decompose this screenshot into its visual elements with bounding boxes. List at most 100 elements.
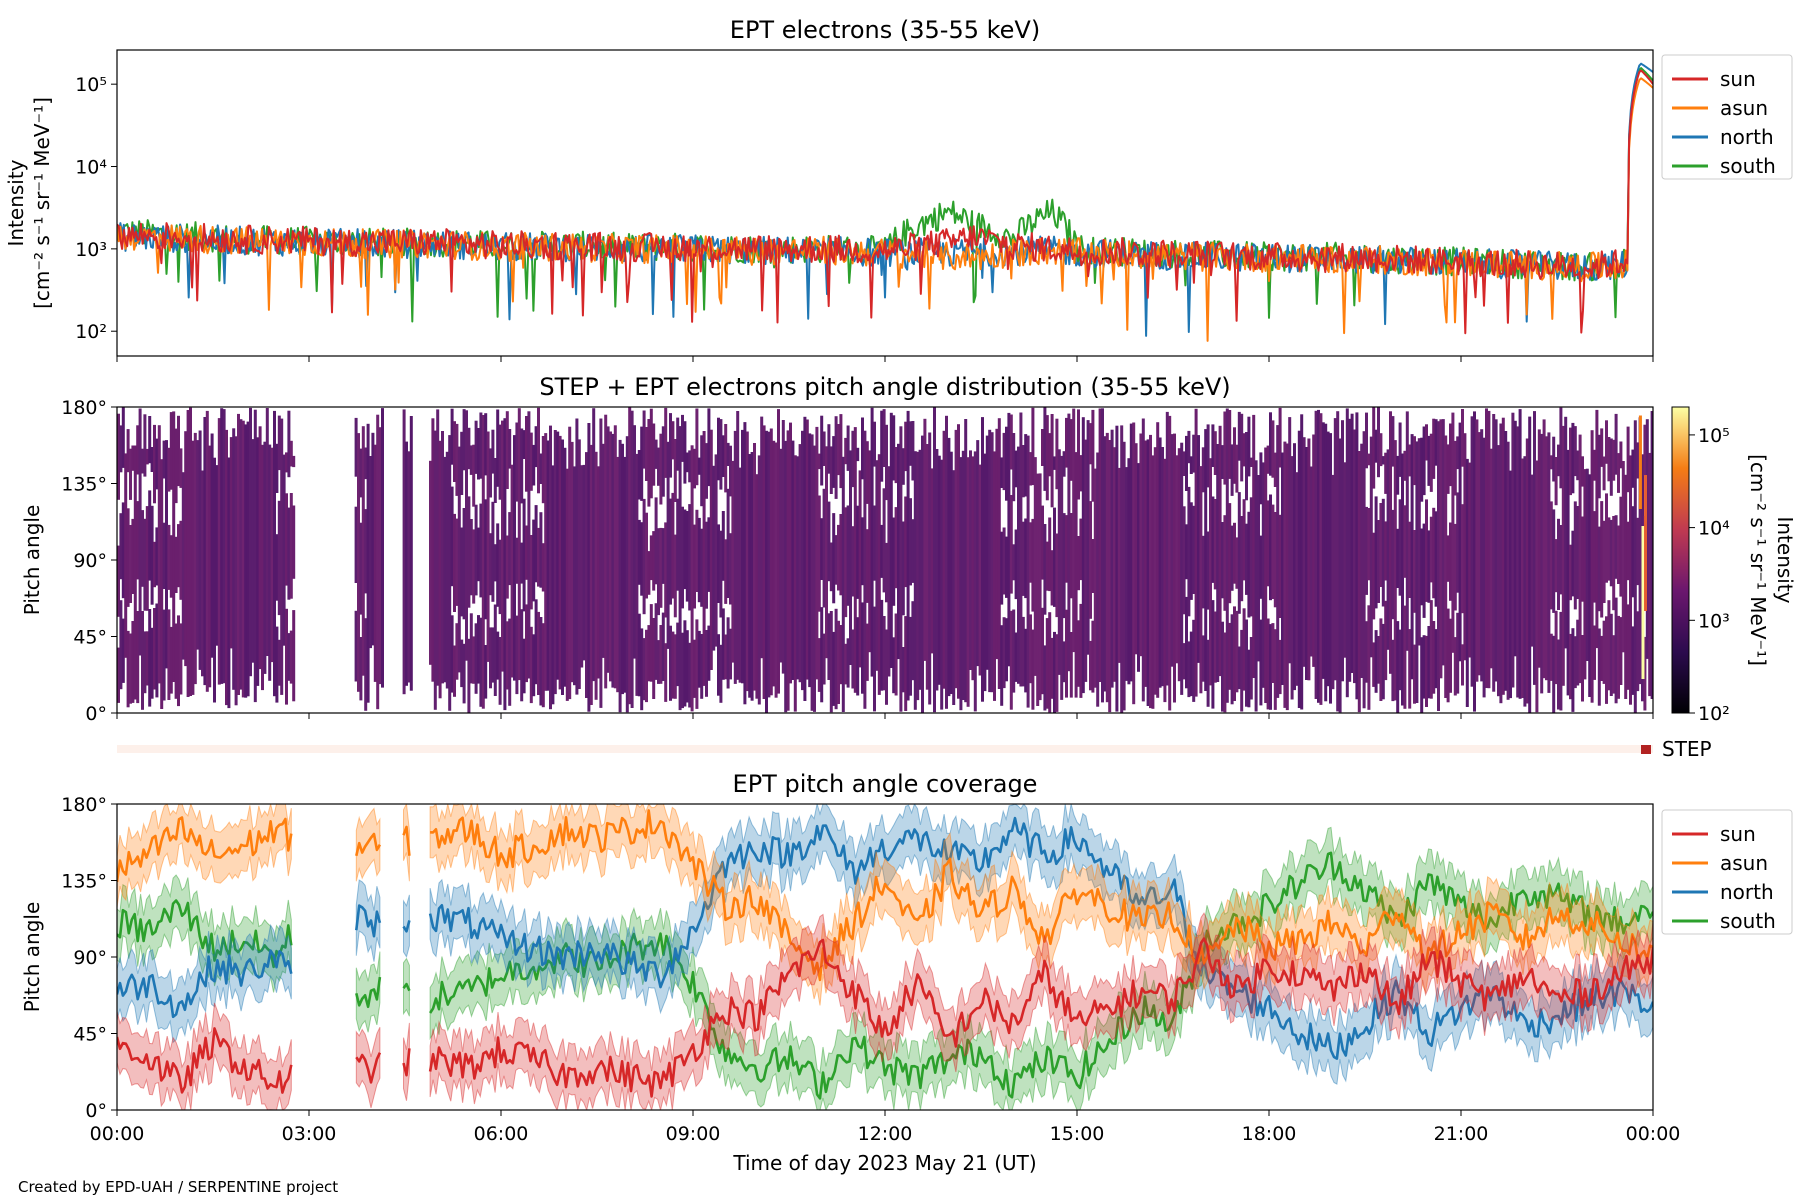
heatmap-cell xyxy=(1559,525,1563,595)
heatmap-cell xyxy=(1355,412,1359,700)
heatmap-cell xyxy=(167,447,171,492)
heatmap-cell xyxy=(117,647,120,703)
heatmap-cell xyxy=(1379,618,1383,701)
heatmap-cell xyxy=(553,430,557,695)
heatmap-cell xyxy=(681,632,684,709)
heatmap-cell xyxy=(217,418,221,685)
heatmap-cell xyxy=(1305,447,1308,680)
heatmap-cell xyxy=(359,637,363,701)
heatmap-cell xyxy=(1408,521,1412,598)
heatmap-cell xyxy=(1422,635,1426,699)
heatmap-cell xyxy=(1619,496,1623,597)
heatmap-cell xyxy=(1398,422,1402,477)
heatmap-cell xyxy=(1211,600,1215,709)
heatmap-cell xyxy=(462,508,466,620)
heatmap-cell xyxy=(911,519,915,583)
series-line-asun xyxy=(117,77,1653,342)
heatmap-cell xyxy=(210,433,214,658)
heatmap-cell xyxy=(1089,640,1092,691)
heatmap-cell xyxy=(645,629,648,703)
heatmap-cell xyxy=(827,424,831,474)
heatmap-cell xyxy=(971,456,975,681)
heatmap-cell xyxy=(832,436,836,488)
series-band-sun xyxy=(403,1022,410,1101)
heatmap-cell xyxy=(1590,430,1594,703)
heatmap-cell xyxy=(1129,423,1133,682)
heatmap-cell xyxy=(1033,457,1037,676)
heatmap-cell xyxy=(952,470,956,705)
heatmap-cell xyxy=(1077,409,1080,500)
x-tick-label: 21:00 xyxy=(1434,1123,1489,1145)
heatmap-cell xyxy=(820,607,824,703)
heatmap-cell xyxy=(827,501,831,582)
heatmap-cell xyxy=(793,455,797,712)
heatmap-cell xyxy=(1631,626,1635,695)
heatmap-cell xyxy=(856,505,860,599)
heatmap-cell xyxy=(1458,422,1462,662)
heatmap-cell xyxy=(537,527,540,587)
heatmap-cell xyxy=(861,517,864,586)
heatmap-cell xyxy=(1115,425,1119,712)
heatmap-cell xyxy=(1245,523,1248,595)
heatmap-cell xyxy=(508,618,512,706)
heatmap-cell xyxy=(858,470,862,668)
y-tick-label: 0° xyxy=(85,703,107,725)
heatmap-cell xyxy=(654,603,658,680)
heatmap-cell xyxy=(1086,420,1090,655)
heatmap-cell xyxy=(241,420,245,698)
heatmap-cell xyxy=(1367,605,1371,710)
heatmap-cell xyxy=(683,509,687,590)
y-tick-label: 180° xyxy=(61,397,107,419)
heatmap-cell xyxy=(1643,424,1647,476)
heatmap-cell xyxy=(1408,629,1412,709)
heatmap-cell xyxy=(1125,467,1128,681)
heatmap-cell xyxy=(1336,411,1340,712)
heatmap-cell xyxy=(1012,433,1016,502)
heatmap-cell xyxy=(882,488,886,593)
heatmap-cell xyxy=(136,425,140,475)
heatmap-cell xyxy=(155,603,159,698)
heatmap-cell xyxy=(1026,435,1030,708)
y-tick-label: 10² xyxy=(75,321,107,343)
heatmap-cell xyxy=(1619,617,1623,685)
heatmap-cell xyxy=(371,432,375,646)
heatmap-cell xyxy=(1444,435,1448,698)
heatmap-cell xyxy=(1381,456,1385,465)
heatmap-cell xyxy=(143,518,147,611)
heatmap-cell xyxy=(693,448,696,489)
heatmap-cell xyxy=(477,428,480,480)
heatmap-cell xyxy=(472,529,476,604)
heatmap-cell xyxy=(1053,507,1056,607)
colorbar-tick-label: 10⁵ xyxy=(1698,425,1730,447)
heatmap-cell xyxy=(1055,533,1059,618)
heatmap-cell xyxy=(724,634,728,680)
heatmap-cell xyxy=(1074,452,1078,698)
heatmap-cell xyxy=(822,633,826,685)
heatmap-cell xyxy=(479,503,483,598)
heatmap-cell xyxy=(1396,528,1400,588)
heatmap-cell xyxy=(1516,426,1520,698)
heatmap-cell xyxy=(1504,431,1508,691)
heatmap-cell xyxy=(647,419,651,507)
heatmap-cell xyxy=(1456,492,1460,593)
heatmap-cell xyxy=(1077,620,1080,687)
heatmap-cell xyxy=(659,527,663,608)
heatmap-cell xyxy=(693,639,696,698)
heatmap-cell xyxy=(695,619,699,709)
heatmap-cell xyxy=(1329,433,1332,704)
heatmap-cell xyxy=(640,426,644,501)
heatmap-cell xyxy=(683,421,687,484)
heatmap-cell xyxy=(1165,411,1169,686)
heatmap-cell xyxy=(1235,444,1239,493)
heatmap-cell xyxy=(292,610,296,702)
heatmap-cell xyxy=(841,456,845,712)
heatmap-cell xyxy=(277,639,281,686)
heatmap-cell xyxy=(501,420,504,672)
heatmap-cell xyxy=(844,643,848,685)
heatmap-cell xyxy=(901,521,905,616)
heatmap-cell xyxy=(402,409,406,695)
heatmap-cell xyxy=(1571,422,1575,494)
heatmap-cell xyxy=(837,524,840,591)
heatmap-cell xyxy=(537,407,540,494)
heatmap-cell xyxy=(810,434,814,711)
